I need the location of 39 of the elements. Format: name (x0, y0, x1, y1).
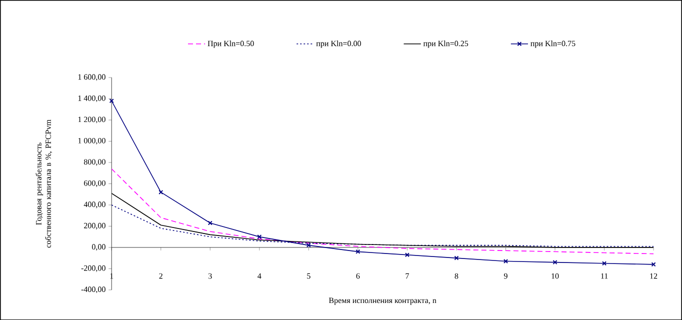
y-tick-label: -400,00 (81, 286, 106, 294)
y-tick-label: 1 000,00 (78, 138, 106, 144)
x-tick-label: 12 (650, 273, 658, 278)
point (552, 260, 558, 264)
y-tick-label: 1 600,00 (78, 74, 106, 81)
point (454, 256, 459, 260)
y-tick-label: 600,00 (84, 180, 106, 187)
point (158, 190, 164, 194)
y-tick-label: 1 200,00 (78, 116, 106, 124)
x-axis-title: Время исполнения контракта, n (328, 298, 436, 305)
x-tick-label: 4 (258, 273, 262, 278)
legend-label: при Kln=0.75 (530, 40, 576, 48)
point (257, 234, 262, 239)
point (404, 252, 410, 257)
point (208, 220, 212, 226)
point (356, 249, 360, 254)
y-tick-label: 0,00 (92, 244, 106, 251)
x-tick-label: 10 (552, 273, 559, 279)
legend-label: при Kln=0.25 (423, 40, 468, 48)
legend-label: при Kln=0.00 (316, 40, 361, 48)
point (306, 242, 311, 248)
x-tick-label: 8 (454, 273, 458, 279)
x-tick-label: 6 (356, 273, 360, 279)
y-tick-label: -200,00 (81, 265, 106, 272)
point (503, 258, 508, 264)
y-axis-title: Годовая рентабельность собственного капитала в %, PFCPvm (36, 119, 52, 248)
x-tick-label: 9 (504, 273, 508, 279)
point (602, 260, 607, 266)
x-tick-label: 7 (406, 273, 409, 278)
x-tick-label: 5 (307, 273, 310, 278)
x-tick-label: 1 (110, 273, 114, 278)
y-tick-label: 1 400,00 (78, 95, 106, 102)
x-tick-label: 2 (159, 273, 162, 278)
legend-label: При Kln=0.50 (208, 40, 254, 48)
y-tick-label: 800,00 (84, 159, 106, 166)
x-tick-label: 11 (601, 273, 608, 278)
x-tick-label: 3 (208, 273, 212, 279)
y-tick-label: 200,00 (84, 222, 106, 230)
y-tick-label: 400,00 (84, 202, 106, 208)
